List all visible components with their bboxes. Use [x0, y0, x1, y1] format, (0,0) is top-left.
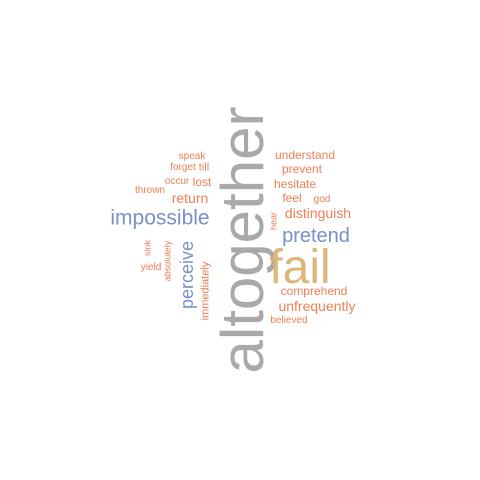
word-till: till	[198, 161, 210, 174]
word-absolutely: absolutely	[162, 240, 173, 282]
word-believed: believed	[270, 315, 308, 326]
word-speak: speak	[178, 151, 206, 162]
word-understand: understand	[274, 148, 336, 162]
word-return: return	[171, 190, 209, 206]
word-thrown: thrown	[134, 185, 166, 196]
word-pretend: pretend	[282, 225, 350, 247]
word-god: god	[313, 194, 331, 205]
word-hesitate: hesitate	[273, 177, 317, 191]
word-hear: hear	[268, 211, 279, 231]
word-distinguish: distinguish	[284, 205, 352, 221]
word-lost: lost	[192, 175, 212, 189]
word-yield: yield	[140, 262, 162, 273]
word-sink: sink	[142, 239, 153, 257]
word-comprehend: comprehend	[280, 284, 348, 298]
word-unfrequently: unfrequently	[278, 298, 356, 314]
word-perceive: perceive	[177, 240, 197, 310]
word-forget: forget	[170, 162, 196, 173]
word-feel: feel	[282, 191, 302, 205]
word-altogether: altogether	[209, 106, 276, 374]
word-immediately: immediately	[199, 261, 212, 321]
word-impossible: impossible	[110, 206, 210, 230]
word-prevent: prevent	[281, 162, 323, 176]
word-occur: occur	[164, 176, 190, 187]
word-fail: fail	[269, 241, 331, 294]
